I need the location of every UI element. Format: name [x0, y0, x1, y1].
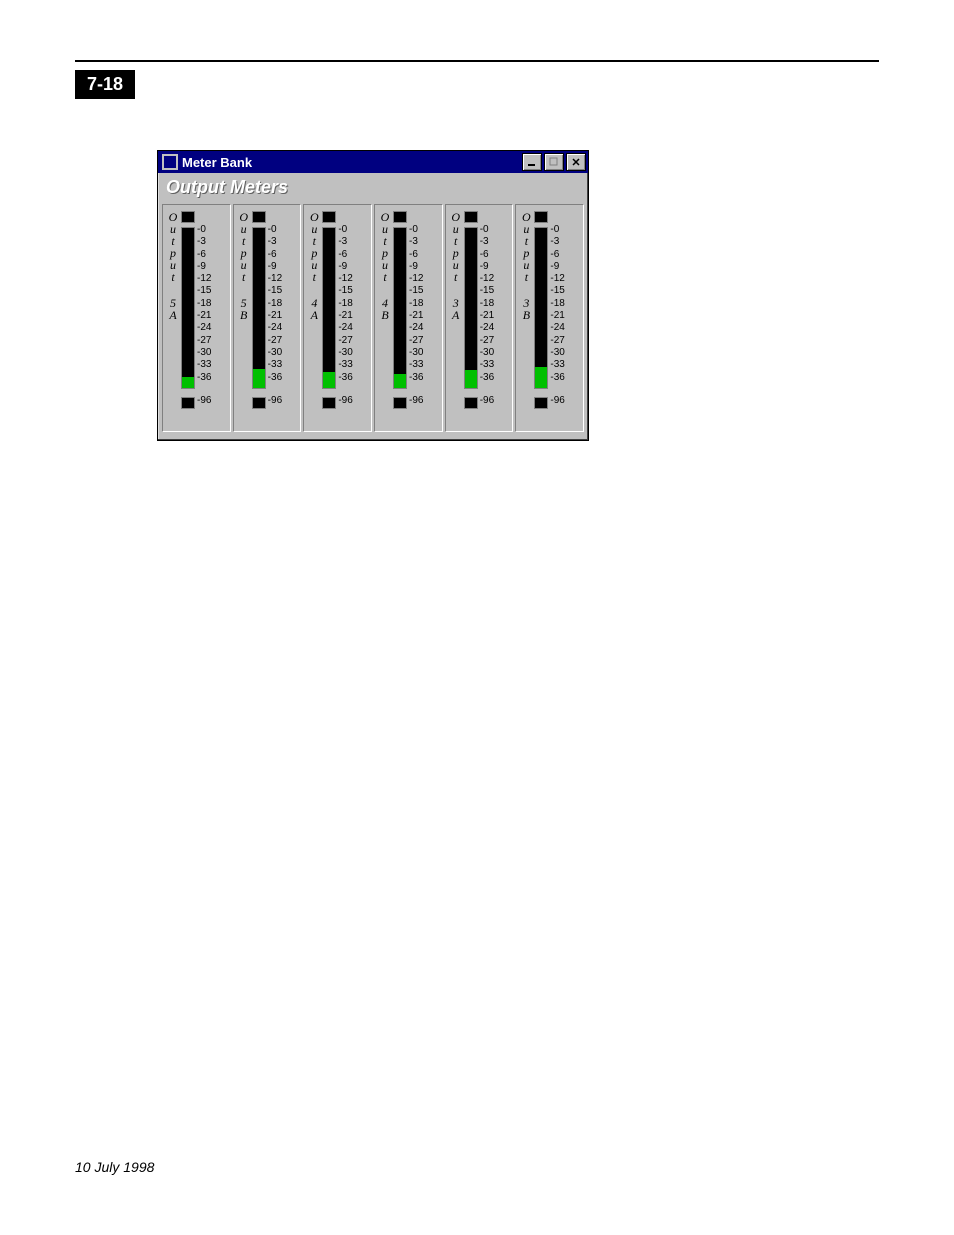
meters-area: Output5A -0-3-6-9-12-15-18-21-24-27-30-33… — [158, 204, 588, 440]
meter-label: Output5A — [167, 211, 179, 321]
scale-labels: -0-3-6-9-12-15-18-21-24-27-30-33-36 — [480, 225, 494, 385]
scale-labels: -0-3-6-9-12-15-18-21-24-27-30-33-36 — [550, 225, 564, 385]
meter-label: Output4B — [379, 211, 391, 321]
meter-column: Output3A -0-3-6-9-12-15-18-21-24-27-30-33… — [445, 204, 514, 432]
clip-indicator — [322, 211, 336, 223]
clip-indicator — [181, 211, 195, 223]
floor-indicator — [252, 397, 266, 409]
maximize-button[interactable] — [544, 153, 564, 171]
page-top-rule — [75, 60, 879, 62]
level-meter — [534, 227, 548, 389]
floor-label: -96 — [338, 395, 352, 406]
level-fill — [535, 367, 547, 388]
floor-indicator — [322, 397, 336, 409]
scale-labels: -0-3-6-9-12-15-18-21-24-27-30-33-36 — [338, 225, 352, 385]
meter-column: Output4A -0-3-6-9-12-15-18-21-24-27-30-33… — [303, 204, 372, 432]
floor-label: -96 — [197, 395, 211, 406]
meter-label: Output3A — [450, 211, 462, 321]
level-meter — [464, 227, 478, 389]
level-fill — [323, 372, 335, 388]
app-icon — [162, 154, 178, 170]
level-meter — [252, 227, 266, 389]
level-fill — [253, 369, 265, 388]
floor-indicator — [393, 397, 407, 409]
scale-labels: -0-3-6-9-12-15-18-21-24-27-30-33-36 — [197, 225, 211, 385]
scale-labels: -0-3-6-9-12-15-18-21-24-27-30-33-36 — [409, 225, 423, 385]
level-fill — [394, 374, 406, 388]
close-icon — [571, 157, 581, 167]
minimize-icon — [527, 157, 537, 167]
floor-label: -96 — [268, 395, 282, 406]
clip-indicator — [393, 211, 407, 223]
titlebar[interactable]: Meter Bank — [158, 151, 588, 173]
clip-indicator — [252, 211, 266, 223]
meter-column: Output5A -0-3-6-9-12-15-18-21-24-27-30-33… — [162, 204, 231, 432]
panel-title: Output Meters — [158, 173, 588, 204]
clip-indicator — [464, 211, 478, 223]
floor-indicator — [534, 397, 548, 409]
meter-column: Output4B -0-3-6-9-12-15-18-21-24-27-30-33… — [374, 204, 443, 432]
meter-column: Output3B -0-3-6-9-12-15-18-21-24-27-30-33… — [515, 204, 584, 432]
page-number: 7-18 — [75, 70, 135, 99]
floor-indicator — [464, 397, 478, 409]
meter-label: Output5B — [238, 211, 250, 321]
window-title: Meter Bank — [182, 155, 252, 170]
meter-column: Output5B -0-3-6-9-12-15-18-21-24-27-30-33… — [233, 204, 302, 432]
floor-indicator — [181, 397, 195, 409]
floor-label: -96 — [480, 395, 494, 406]
scale-labels: -0-3-6-9-12-15-18-21-24-27-30-33-36 — [268, 225, 282, 385]
level-meter — [322, 227, 336, 389]
meter-label: Output3B — [520, 211, 532, 321]
level-fill — [465, 370, 477, 388]
close-button[interactable] — [566, 153, 586, 171]
footer-date: 10 July 1998 — [75, 1159, 154, 1175]
maximize-icon — [549, 157, 559, 167]
level-meter — [393, 227, 407, 389]
meter-label: Output4A — [308, 211, 320, 321]
level-meter — [181, 227, 195, 389]
minimize-button[interactable] — [522, 153, 542, 171]
floor-label: -96 — [550, 395, 564, 406]
meter-bank-window: Meter Bank Output Meters Output5A -0-3-6-… — [157, 150, 589, 441]
clip-indicator — [534, 211, 548, 223]
floor-label: -96 — [409, 395, 423, 406]
level-fill — [182, 377, 194, 388]
